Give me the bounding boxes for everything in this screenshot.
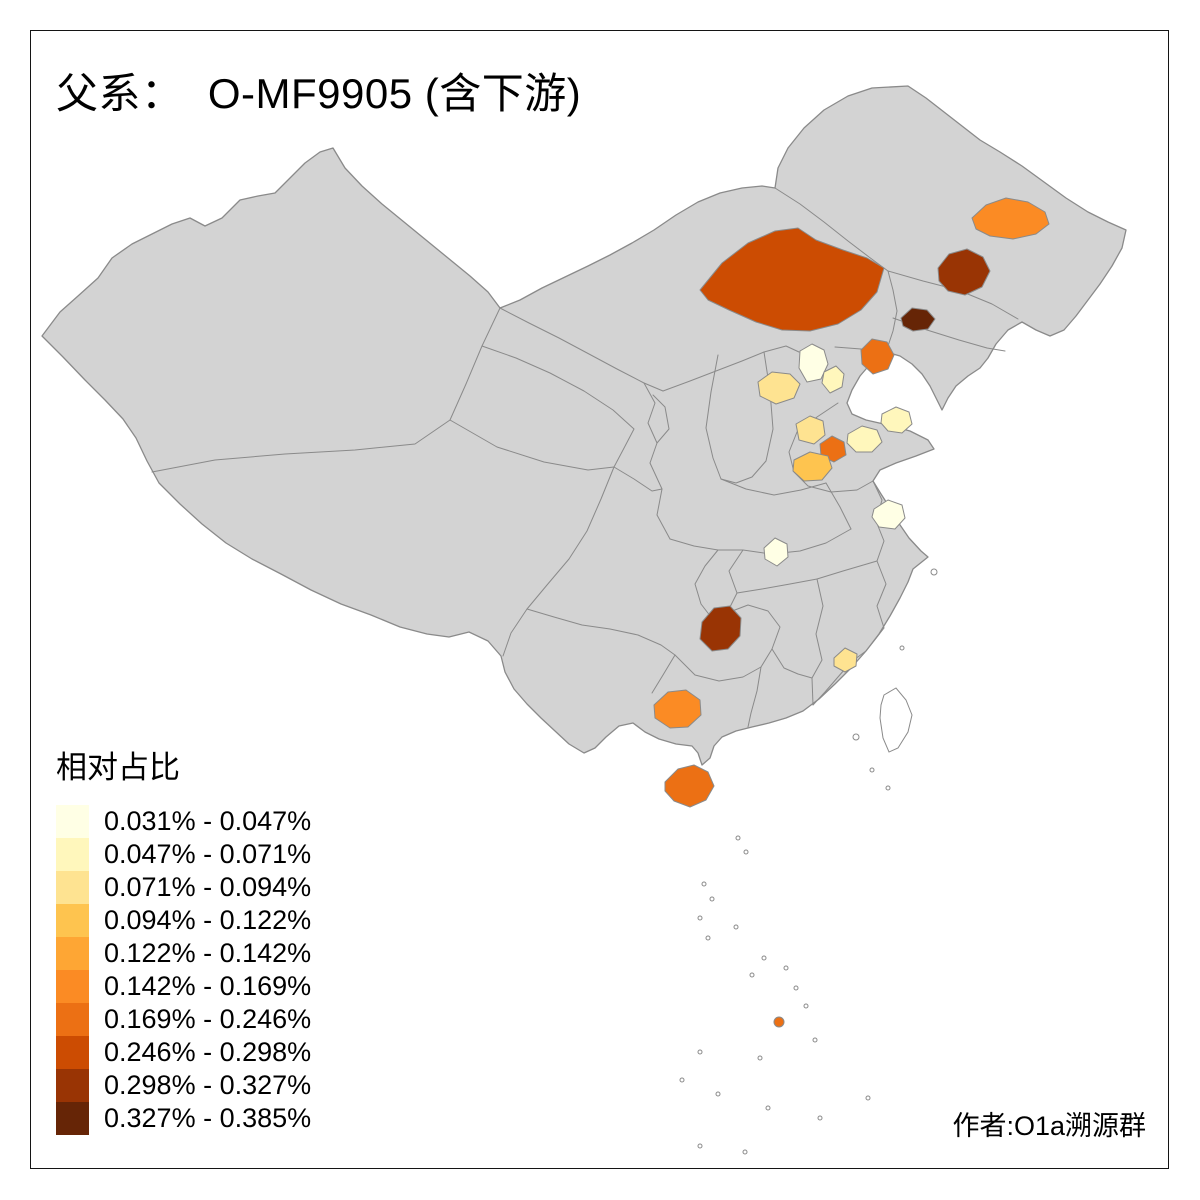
island: [852, 733, 860, 741]
islands: [679, 568, 938, 1155]
map-region-shandong-southwest: [792, 451, 833, 482]
legend-range-label: 0.327% - 0.385%: [104, 1103, 312, 1133]
island: [812, 1037, 818, 1043]
legend-row: 0.169% - 0.246%: [56, 1003, 311, 1036]
island: [679, 1077, 685, 1083]
legend-swatch: [56, 1003, 89, 1036]
map-region-south-china-sea-islet: [773, 1016, 785, 1028]
map-region-guangxi-south: [653, 689, 702, 729]
legend-row: 0.031% - 0.047%: [56, 805, 311, 838]
island: [715, 1091, 721, 1097]
highlighted-regions: [653, 197, 1050, 1028]
province-borders: [151, 187, 1019, 728]
map-region-shandong-north-coast: [880, 406, 913, 434]
legend-row: 0.047% - 0.071%: [56, 838, 311, 871]
legend-range-label: 0.298% - 0.327%: [104, 1070, 312, 1100]
map-region-jiangsu-central: [871, 499, 906, 530]
island: [749, 972, 755, 978]
legend-swatch: [56, 1102, 89, 1135]
island: [817, 1115, 823, 1121]
map-region-guizhou-central: [699, 605, 742, 652]
legend-range-label: 0.142% - 0.169%: [104, 971, 312, 1001]
map-region-xilingol: [699, 227, 885, 332]
attribution-text: 作者:O1a溯源群: [952, 1111, 1146, 1141]
legend-range-label: 0.047% - 0.071%: [104, 839, 312, 869]
map-region-jilin-north: [937, 248, 991, 296]
map-region-hebei-central: [757, 371, 801, 405]
chart-title: 父系： O-MF9905 (含下游): [56, 70, 582, 117]
island: [709, 896, 715, 902]
map-region-hainan: [664, 764, 715, 808]
legend-row: 0.071% - 0.094%: [56, 871, 311, 904]
map-region-liaoning-west-coast: [860, 338, 895, 375]
legend-swatch: [56, 1069, 89, 1102]
island: [869, 767, 875, 773]
island: [743, 849, 749, 855]
legend-swatch: [56, 871, 89, 904]
legend-range-label: 0.169% - 0.246%: [104, 1004, 312, 1034]
legend-row: 0.327% - 0.385%: [56, 1102, 311, 1135]
legend-range-label: 0.122% - 0.142%: [104, 938, 312, 968]
island: [885, 785, 891, 791]
island: [742, 1149, 748, 1155]
island: [697, 1143, 703, 1149]
island: [783, 965, 789, 971]
legend-swatch: [56, 937, 89, 970]
legend-swatch: [56, 1036, 89, 1069]
island: [761, 955, 767, 961]
island: [733, 924, 739, 930]
legend-rows: 0.031% - 0.047% 0.047% - 0.071% 0.071% - 0…: [56, 805, 311, 1135]
map-region-shandong-central: [846, 425, 883, 453]
island: [705, 935, 711, 941]
island: [697, 1049, 703, 1055]
china-outline: [41, 85, 1127, 766]
legend-row: 0.246% - 0.298%: [56, 1036, 311, 1069]
island: [697, 915, 703, 921]
island: [735, 835, 741, 841]
island: [793, 985, 799, 991]
legend-range-label: 0.246% - 0.298%: [104, 1037, 312, 1067]
legend-row: 0.122% - 0.142%: [56, 937, 311, 970]
island: [930, 568, 938, 576]
island: [803, 1003, 809, 1009]
legend-range-label: 0.071% - 0.094%: [104, 872, 312, 902]
legend-row: 0.094% - 0.122%: [56, 904, 311, 937]
legend-swatch: [56, 805, 89, 838]
map-region-shandong-northwest: [795, 415, 826, 445]
map-region-heilongjiang-central: [971, 197, 1050, 240]
island: [899, 645, 905, 651]
map-region-hubei-central: [763, 537, 789, 567]
map-region-jilin-southwest: [900, 307, 936, 332]
legend-swatch: [56, 970, 89, 1003]
legend-row: 0.142% - 0.169%: [56, 970, 311, 1003]
island: [865, 1095, 871, 1101]
legend-row: 0.298% - 0.327%: [56, 1069, 311, 1102]
taiwan-island: [879, 687, 913, 753]
island: [701, 881, 707, 887]
map-region-tianjin: [821, 365, 845, 394]
island: [757, 1055, 763, 1061]
legend-range-label: 0.094% - 0.122%: [104, 905, 312, 935]
island: [765, 1105, 771, 1111]
legend-title: 相对占比: [56, 750, 180, 785]
map-region-fujian-coast: [833, 647, 858, 673]
legend-range-label: 0.031% - 0.047%: [104, 806, 312, 836]
legend-swatch: [56, 904, 89, 937]
legend: 相对占比 0.031% - 0.047% 0.047% - 0.071% 0.071…: [56, 742, 311, 1135]
legend-swatch: [56, 838, 89, 871]
